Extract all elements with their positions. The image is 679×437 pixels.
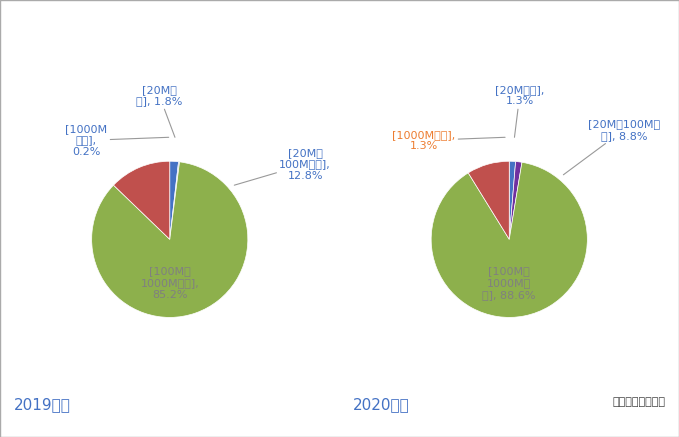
Wedge shape	[431, 162, 587, 317]
Text: 注：分组下限在内: 注：分组下限在内	[612, 397, 665, 407]
Wedge shape	[509, 162, 522, 239]
Text: 2020年末: 2020年末	[353, 397, 410, 412]
Wedge shape	[509, 161, 515, 239]
Wedge shape	[469, 161, 509, 239]
Text: [1000M
以上],
0.2%: [1000M 以上], 0.2%	[65, 124, 168, 157]
Wedge shape	[170, 161, 179, 239]
Wedge shape	[92, 162, 248, 317]
Wedge shape	[170, 162, 179, 239]
Wedge shape	[113, 161, 170, 239]
Text: [20M以
下], 1.8%: [20M以 下], 1.8%	[136, 85, 183, 137]
Text: [20M和
100M之间],
12.8%: [20M和 100M之间], 12.8%	[234, 148, 331, 185]
Text: [1000M以上],
1.3%: [1000M以上], 1.3%	[392, 130, 505, 151]
Text: 2019年末: 2019年末	[14, 397, 71, 412]
Text: [100M和
1000M之
间], 88.6%: [100M和 1000M之 间], 88.6%	[483, 267, 536, 300]
Text: [20M以下],
1.3%: [20M以下], 1.3%	[495, 85, 545, 137]
Text: [20M和100M之
间], 8.8%: [20M和100M之 间], 8.8%	[564, 119, 660, 175]
Text: [100M和
1000M之间],
85.2%: [100M和 1000M之间], 85.2%	[141, 267, 199, 300]
